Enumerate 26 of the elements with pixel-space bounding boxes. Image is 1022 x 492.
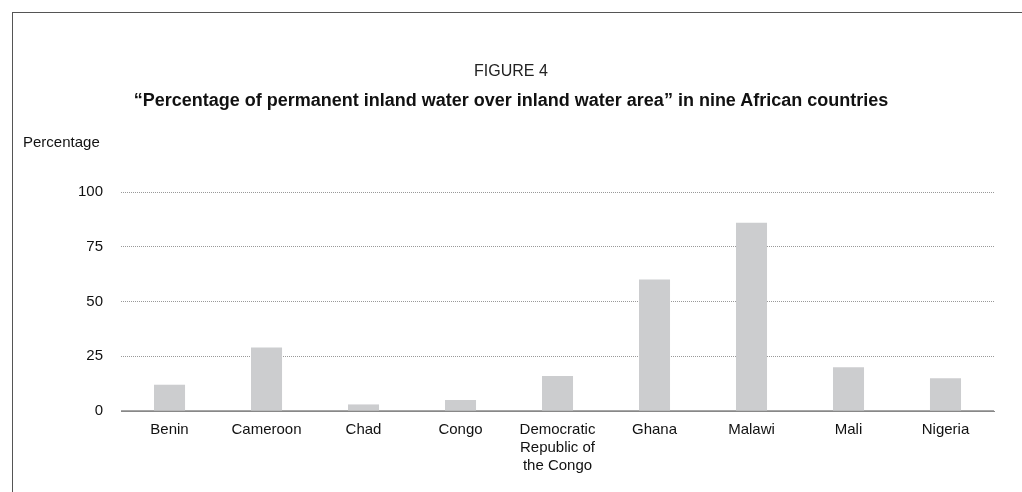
x-tick-label: Benin (150, 420, 189, 438)
bar (445, 400, 477, 411)
x-tick-label: Ghana (631, 420, 678, 438)
y-axis-title: Percentage (23, 133, 100, 150)
bar (154, 384, 186, 411)
x-tick-label: Cameroon (231, 420, 302, 438)
bar (929, 378, 962, 411)
y-tick-label: 50 (86, 291, 104, 309)
x-tick-label: Congo (438, 420, 483, 438)
bar (832, 367, 865, 411)
x-tick-label: Democratic Republic of the Congo (519, 420, 596, 474)
bar (638, 279, 671, 411)
x-tick-label: Chad (345, 420, 382, 438)
chart-subtitle: “Percentage of permanent inland water over inland water area” in nine African countries (132, 90, 890, 111)
x-tick-label: Malawi (728, 420, 775, 438)
y-tick-label: 100 (78, 182, 104, 200)
bar (251, 347, 283, 411)
bar (541, 375, 574, 411)
bar (735, 222, 768, 411)
x-tick-label: Mali (834, 420, 863, 438)
y-tick-label: 75 (86, 236, 104, 254)
chart-title: FIGURE 4 (473, 62, 549, 80)
y-tick-label: 25 (86, 346, 104, 364)
bar (348, 404, 380, 411)
x-tick-label: Nigeria (921, 420, 970, 438)
y-tick-label: 0 (94, 401, 104, 419)
